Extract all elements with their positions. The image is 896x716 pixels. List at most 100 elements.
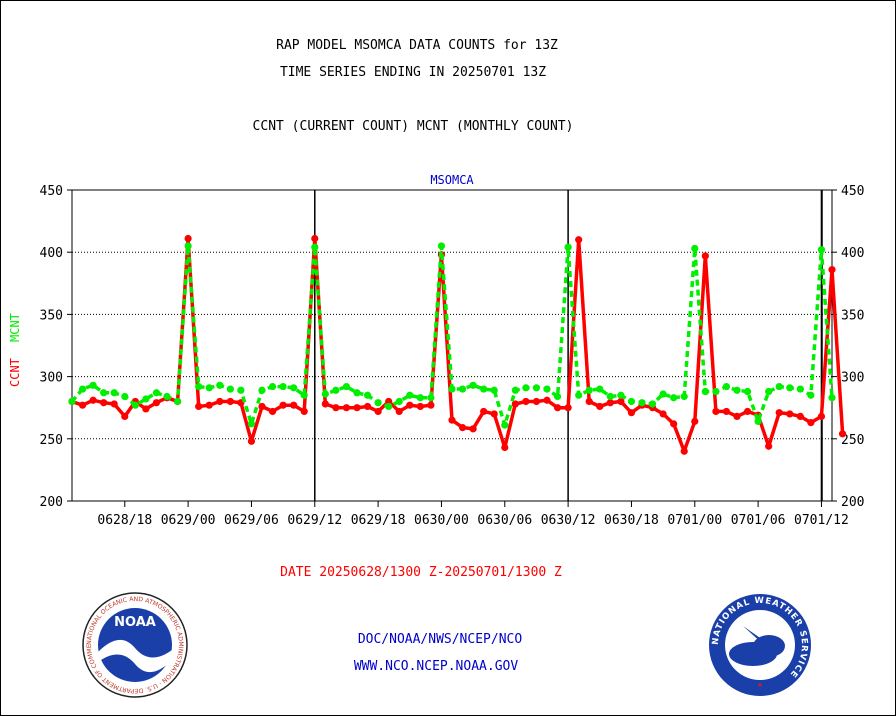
data-point-mcnt bbox=[237, 386, 245, 394]
data-point-mcnt bbox=[575, 391, 583, 399]
doc-noaa-link[interactable]: DOC/NOAA/NWS/NCEP/NCO bbox=[357, 632, 523, 647]
data-point-ccnt bbox=[680, 447, 688, 455]
data-point-ccnt bbox=[796, 412, 804, 421]
data-point-mcnt bbox=[722, 382, 731, 391]
data-point-ccnt bbox=[807, 419, 815, 427]
data-point-ccnt bbox=[374, 407, 382, 416]
data-point-mcnt bbox=[184, 242, 192, 250]
data-point-ccnt bbox=[78, 401, 87, 409]
data-point-ccnt bbox=[786, 410, 794, 418]
y-axis-label-mcnt: MCNT bbox=[8, 313, 22, 342]
data-point-ccnt bbox=[743, 407, 752, 416]
data-point-mcnt bbox=[659, 390, 667, 398]
data-point-mcnt bbox=[469, 381, 477, 389]
data-point-mcnt bbox=[268, 382, 277, 391]
data-point-ccnt bbox=[670, 420, 678, 428]
data-point-mcnt bbox=[173, 397, 182, 406]
data-point-mcnt bbox=[279, 382, 287, 391]
noaa-logo: NOAA NATIONAL OCEANIC AND ATMOSPHERIC AD… bbox=[80, 590, 188, 698]
x-tick-label: 0701/06 bbox=[731, 513, 786, 528]
data-point-mcnt bbox=[374, 399, 382, 407]
x-tick-label: 0701/00 bbox=[667, 513, 722, 528]
data-point-mcnt bbox=[121, 392, 129, 401]
data-point-ccnt bbox=[817, 412, 826, 421]
data-point-mcnt bbox=[321, 390, 329, 398]
data-point-mcnt bbox=[796, 385, 804, 393]
y-tick-label-right: 250 bbox=[841, 433, 864, 448]
x-tick-label: 0630/12 bbox=[541, 513, 596, 528]
x-tick-label: 0628/18 bbox=[97, 513, 152, 528]
data-point-mcnt bbox=[627, 397, 636, 406]
data-point-ccnt bbox=[553, 404, 562, 412]
data-point-mcnt bbox=[775, 382, 783, 391]
data-point-mcnt bbox=[511, 386, 519, 394]
data-point-ccnt bbox=[458, 424, 467, 432]
data-point-ccnt bbox=[765, 442, 773, 450]
data-point-ccnt bbox=[100, 399, 108, 407]
data-point-ccnt bbox=[691, 417, 699, 425]
data-point-ccnt bbox=[258, 402, 266, 411]
data-point-ccnt bbox=[152, 399, 161, 407]
data-point-mcnt bbox=[458, 385, 467, 393]
data-point-ccnt bbox=[596, 402, 604, 411]
data-point-ccnt bbox=[184, 234, 192, 243]
data-point-mcnt bbox=[258, 386, 266, 394]
data-point-ccnt bbox=[501, 443, 509, 452]
data-point-ccnt bbox=[142, 405, 150, 413]
data-point-mcnt bbox=[195, 382, 203, 391]
data-point-mcnt bbox=[205, 384, 213, 392]
data-point-mcnt bbox=[89, 381, 97, 389]
data-point-ccnt bbox=[575, 236, 583, 244]
data-point-mcnt bbox=[638, 399, 646, 407]
data-point-mcnt bbox=[490, 386, 498, 394]
data-point-ccnt bbox=[205, 401, 213, 409]
y-tick-label-right: 200 bbox=[841, 495, 864, 510]
data-point-ccnt bbox=[247, 437, 256, 445]
data-point-ccnt bbox=[733, 412, 741, 421]
y-tick-label-left: 200 bbox=[40, 495, 63, 510]
nco-website-link[interactable]: WWW.NCO.NCEP.NOAA.GOV bbox=[353, 659, 519, 674]
data-point-mcnt bbox=[332, 386, 340, 394]
data-point-mcnt bbox=[131, 401, 139, 409]
data-point-ccnt bbox=[89, 396, 97, 404]
data-point-mcnt bbox=[733, 386, 741, 394]
data-point-ccnt bbox=[427, 401, 435, 409]
data-point-mcnt bbox=[807, 391, 815, 399]
data-point-mcnt bbox=[353, 389, 361, 397]
data-point-mcnt bbox=[142, 395, 150, 403]
date-range-label: DATE 20250628/1300 Z-20250701/1300 Z bbox=[280, 565, 562, 580]
data-point-mcnt bbox=[670, 394, 678, 402]
data-point-ccnt bbox=[385, 397, 393, 406]
data-point-ccnt bbox=[659, 410, 667, 418]
data-point-mcnt bbox=[437, 242, 446, 250]
data-point-mcnt bbox=[300, 391, 308, 399]
data-point-mcnt bbox=[564, 243, 572, 251]
data-point-ccnt bbox=[363, 402, 372, 411]
data-point-ccnt bbox=[332, 404, 340, 412]
data-point-ccnt bbox=[564, 404, 572, 412]
chart-title-line2: TIME SERIES ENDING IN 20250701 13Z bbox=[279, 65, 547, 80]
data-point-mcnt bbox=[68, 397, 76, 406]
data-point-mcnt bbox=[606, 392, 614, 401]
data-point-mcnt bbox=[385, 402, 393, 411]
data-point-mcnt bbox=[110, 389, 118, 397]
data-point-ccnt bbox=[342, 404, 351, 412]
data-point-mcnt bbox=[680, 392, 688, 401]
data-point-mcnt bbox=[78, 385, 87, 393]
data-point-mcnt bbox=[743, 387, 752, 396]
data-point-mcnt bbox=[406, 391, 414, 399]
chart-subtitle: CCNT (CURRENT COUNT) MCNT (MONTHLY COUNT… bbox=[252, 119, 574, 134]
y-tick-label-left: 250 bbox=[40, 433, 63, 448]
data-point-ccnt bbox=[543, 396, 551, 404]
data-point-mcnt bbox=[311, 243, 319, 251]
data-point-ccnt bbox=[480, 407, 488, 416]
data-point-mcnt bbox=[416, 394, 424, 402]
data-point-mcnt bbox=[395, 397, 403, 406]
data-point-ccnt bbox=[448, 416, 456, 424]
data-point-ccnt bbox=[311, 234, 319, 243]
data-point-ccnt bbox=[290, 401, 298, 409]
data-point-mcnt bbox=[100, 389, 108, 397]
data-point-mcnt bbox=[701, 387, 709, 396]
y-tick-label-right: 450 bbox=[841, 184, 864, 199]
